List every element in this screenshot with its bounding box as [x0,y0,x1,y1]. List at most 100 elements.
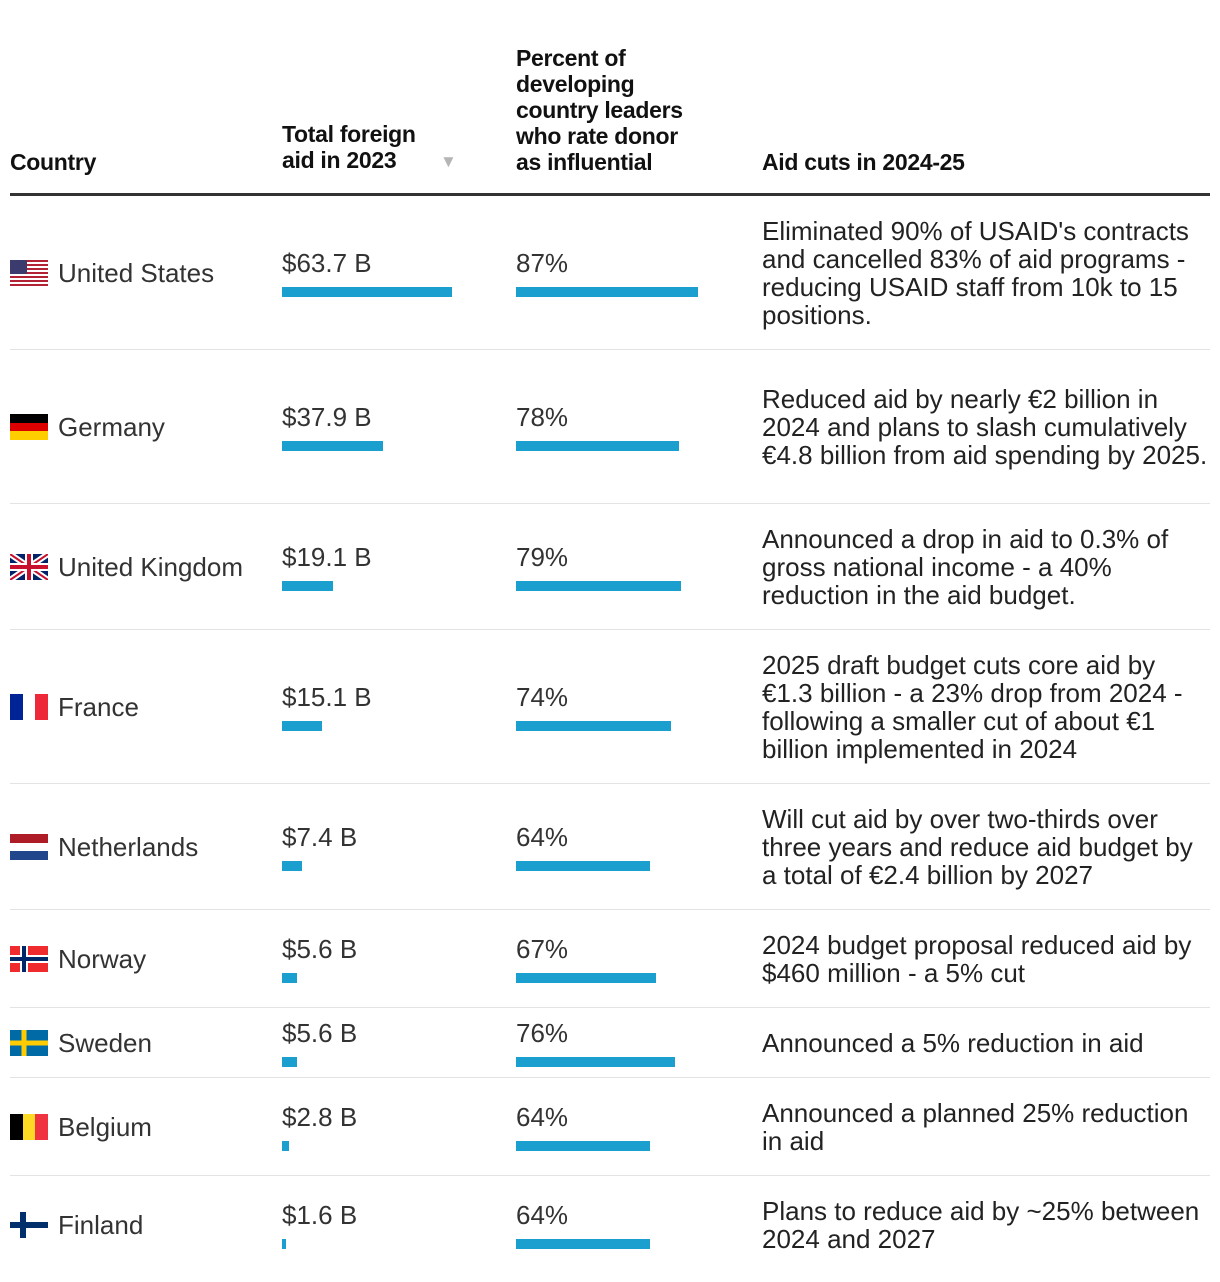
aid-bar [282,720,322,731]
header-percent-label: Percent of developing country leaders wh… [516,45,683,175]
table-row: Belgium $2.8 B 64% Announced a planned 2… [10,1078,1210,1176]
aid-table: Country Total foreign aid in 2023 ▼ Perce… [10,0,1210,1274]
aid-value-label: $37.9 B [282,401,372,432]
header-country-label: Country [10,149,97,175]
percent-cell: 87% [516,249,736,297]
aid-cuts-text: Announced a 5% reduction in aid [762,1027,1144,1058]
percent-value-label: 64% [516,1101,569,1132]
percent-cell: 74% [516,683,736,731]
country-cell: Finland [10,1211,250,1239]
country-cell: Belgium [10,1113,250,1141]
aid-bar [282,972,297,983]
percent-value-label: 78% [516,401,569,432]
percent-bar [516,972,656,983]
aid-cell: $7.4 B [282,823,462,871]
table-row: France $15.1 B 74% 2025 draft budget cut… [10,630,1210,784]
aid-bar [282,1056,297,1067]
aid-value-label: $2.8 B [282,1101,358,1132]
percent-cell: 64% [516,1103,736,1151]
percent-value-label: 64% [516,821,569,852]
percent-cell: 79% [516,543,736,591]
country-name: Germany [58,411,165,442]
table-row: Germany $37.9 B 78% Reduced aid by nearl… [10,350,1210,504]
percent-value-label: 76% [516,1017,569,1048]
percent-bar [516,440,679,451]
header-cuts[interactable]: Aid cuts in 2024-25 [762,149,1202,175]
aid-value-label: $5.6 B [282,1017,358,1048]
aid-value-label: $63.7 B [282,247,372,278]
header-aid-label: Total foreign aid in 2023 [282,121,416,173]
country-name: United States [58,257,215,288]
no-flag-icon [10,945,48,972]
us-flag-icon [10,259,48,286]
header-aid[interactable]: Total foreign aid in 2023 ▼ [282,121,482,175]
country-name: Norway [58,943,147,974]
aid-cuts-text: Plans to reduce aid by ~25% between 2024… [762,1196,1200,1254]
header-cuts-label: Aid cuts in 2024-25 [762,149,965,175]
table-row: Finland $1.6 B 64% Plans to reduce aid b… [10,1176,1210,1274]
aid-bar [282,1239,286,1249]
percent-cell: 67% [516,935,736,983]
aid-cuts-text: Will cut aid by over two-thirds over thr… [762,803,1193,890]
aid-bar [282,860,302,871]
country-name: France [58,691,139,722]
percent-cell: 64% [516,1201,736,1249]
aid-bar [282,580,333,591]
aid-value-label: $5.6 B [282,933,358,964]
percent-bar [516,860,650,871]
percent-bar [516,580,681,591]
table-row: Netherlands $7.4 B 64% Will cut aid by o… [10,784,1210,910]
aid-cuts-text: Announced a drop in aid to 0.3% of gross… [762,523,1169,610]
aid-cell: $37.9 B [282,403,462,451]
sort-descending-icon: ▼ [440,152,457,171]
percent-bar [516,286,698,297]
aid-value-label: $19.1 B [282,541,372,572]
aid-cell: $5.6 B [282,1019,462,1067]
header-percent[interactable]: Percent of developing country leaders wh… [516,45,696,175]
country-cell: Germany [10,413,250,441]
country-cell: Norway [10,945,250,973]
percent-value-label: 67% [516,933,569,964]
country-name: Belgium [58,1111,152,1142]
se-flag-icon [10,1029,48,1056]
aid-value-label: $7.4 B [282,821,358,852]
percent-value-label: 64% [516,1200,569,1230]
header-country[interactable]: Country [10,149,250,175]
country-cell: United Kingdom [10,553,250,581]
table-body: United States $63.7 B 87% Eliminated 90%… [10,196,1210,1274]
nl-flag-icon [10,833,48,860]
percent-cell: 76% [516,1019,736,1067]
percent-bar [516,1239,650,1249]
table-row: United States $63.7 B 87% Eliminated 90%… [10,196,1210,350]
table-row: United Kingdom $19.1 B 79% Announced a d… [10,504,1210,630]
aid-bar [282,286,452,297]
de-flag-icon [10,413,48,440]
gb-flag-icon [10,553,48,580]
aid-cell: $15.1 B [282,683,462,731]
percent-bar [516,1140,650,1151]
aid-cuts-text: 2025 draft budget cuts core aid by €1.3 … [762,649,1183,764]
country-cell: Sweden [10,1029,250,1057]
table-row: Norway $5.6 B 67% 2024 budget proposal r… [10,910,1210,1008]
percent-bar [516,1056,675,1067]
country-name: United Kingdom [58,551,243,582]
percent-cell: 78% [516,403,736,451]
aid-cell: $63.7 B [282,249,462,297]
aid-cuts-text: 2024 budget proposal reduced aid by $460… [762,929,1192,988]
country-cell: United States [10,259,250,287]
percent-value-label: 79% [516,541,569,572]
aid-cuts-text: Reduced aid by nearly €2 billion in 2024… [762,383,1208,470]
aid-bar [282,1140,289,1151]
table-header: Country Total foreign aid in 2023 ▼ Perce… [10,0,1210,196]
aid-cuts-text: Announced a planned 25% reduction in aid [762,1097,1189,1156]
country-name: Sweden [58,1027,152,1058]
aid-value-label: $15.1 B [282,681,372,712]
percent-bar [516,720,671,731]
percent-value-label: 87% [516,247,569,278]
country-name: Finland [58,1210,144,1240]
fr-flag-icon [10,693,48,720]
country-cell: France [10,693,250,721]
percent-value-label: 74% [516,681,569,712]
table-row: Sweden $5.6 B 76% Announced a 5% reducti… [10,1008,1210,1078]
aid-cell: $1.6 B [282,1201,462,1249]
